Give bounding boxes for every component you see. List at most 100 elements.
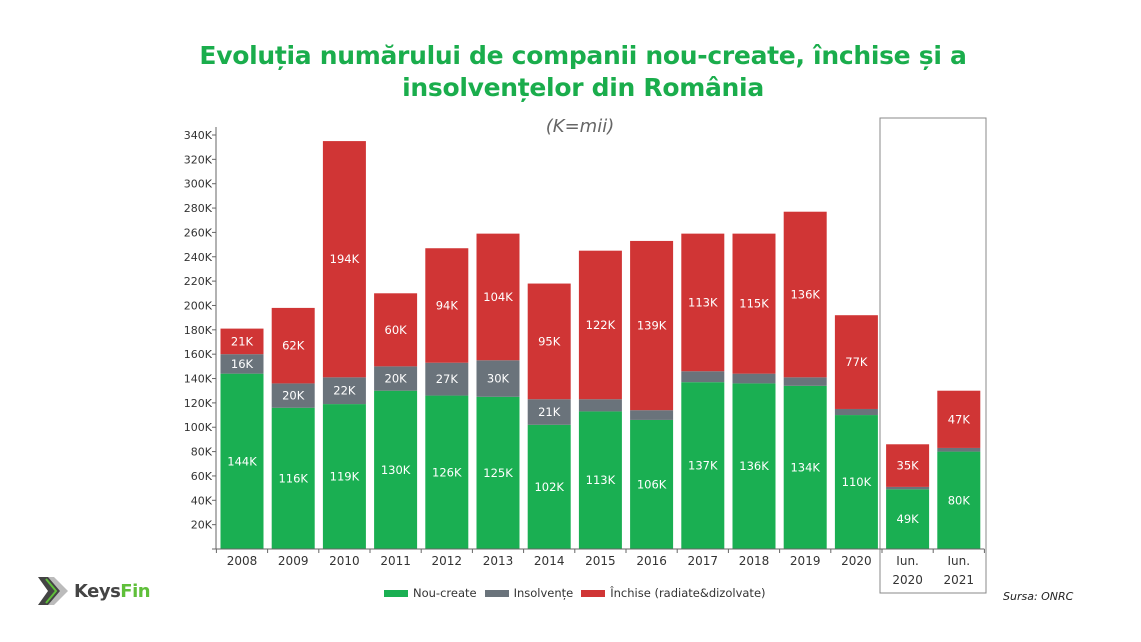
x-tick-label: 2012 — [432, 554, 463, 568]
bar-segment-nou-create[interactable] — [783, 385, 827, 549]
data-label: 21K — [538, 405, 561, 419]
bar-segment-inchise[interactable] — [834, 315, 878, 409]
y-tick-label: 160K — [184, 348, 213, 361]
bar-segment-insolvente[interactable] — [425, 362, 469, 396]
y-tick-label: 220K — [184, 275, 213, 288]
bar-segment-inchise[interactable] — [681, 233, 725, 372]
bar-segment-nou-create[interactable] — [578, 411, 622, 549]
data-label: 62K — [282, 339, 305, 353]
bar-segment-nou-create[interactable] — [374, 390, 418, 549]
y-tick-label: 180K — [184, 324, 213, 337]
data-label: 106K — [637, 477, 667, 491]
bar-segment-nou-create[interactable] — [732, 383, 776, 549]
data-label: 94K — [436, 298, 459, 312]
data-label: 113K — [688, 295, 718, 309]
bar-segment-insolvente[interactable] — [374, 366, 418, 391]
bar-segment-insolvente[interactable] — [476, 360, 520, 397]
y-tick-label: 80K — [191, 446, 213, 459]
data-label: 144K — [227, 454, 257, 468]
data-label: 20K — [385, 372, 408, 386]
legend-item-insolvente[interactable]: Insolvențe — [484, 586, 574, 600]
bar-segment-inchise[interactable] — [578, 250, 622, 400]
bar-segment-insolvente[interactable] — [886, 486, 930, 490]
chart-title: Evoluția numărului de companii nou-creat… — [150, 40, 1016, 104]
data-label: 122K — [586, 318, 616, 332]
bar-segment-insolvente[interactable] — [322, 377, 366, 405]
data-label: 27K — [436, 372, 459, 386]
data-label: 115K — [739, 297, 769, 311]
y-tick-label: 20K — [191, 519, 213, 532]
highlight-box — [879, 117, 987, 594]
bar-segment-insolvente[interactable] — [834, 408, 878, 416]
bar-segment-insolvente[interactable] — [271, 383, 315, 408]
y-tick-label: 120K — [184, 397, 213, 410]
x-tick-label: 2021 — [944, 573, 975, 587]
bar-segment-inchise[interactable] — [527, 283, 571, 400]
bar-segment-inchise[interactable] — [937, 390, 981, 448]
x-tick-label: 2008 — [227, 554, 258, 568]
legend: Nou-create Insolvențe Închise (radiate&d… — [384, 586, 774, 600]
bar-segment-nou-create[interactable] — [630, 419, 674, 549]
bar-segment-inchise[interactable] — [271, 307, 315, 384]
data-label: 134K — [790, 460, 820, 474]
bar-segment-inchise[interactable] — [425, 248, 469, 363]
data-label: 136K — [739, 459, 769, 473]
logo-text-fin: Fin — [120, 580, 151, 602]
legend-item-nou-create[interactable]: Nou-create — [384, 586, 477, 600]
data-label: 30K — [487, 372, 510, 386]
bar-segment-inchise[interactable] — [322, 141, 366, 378]
data-label: 20K — [282, 389, 305, 403]
bar-segment-inchise[interactable] — [732, 233, 776, 374]
keysfin-logo: KeysFin — [38, 576, 151, 606]
bar-segment-nou-create[interactable] — [886, 489, 930, 549]
bar-segment-inchise[interactable] — [220, 328, 264, 355]
legend-label: Nou-create — [413, 586, 477, 600]
bar-segment-inchise[interactable] — [630, 240, 674, 411]
bar-segment-inchise[interactable] — [783, 211, 827, 378]
data-label: 80K — [948, 493, 971, 507]
data-label: 22K — [333, 384, 356, 398]
bar-segment-nou-create[interactable] — [527, 424, 571, 549]
x-tick-label: 2020 — [841, 554, 872, 568]
logo-text-keys: Keys — [74, 580, 121, 602]
bar-segment-nou-create[interactable] — [425, 395, 469, 549]
bar-segment-insolvente[interactable] — [527, 399, 571, 425]
bar-segment-insolvente[interactable] — [937, 447, 981, 452]
bar-segment-nou-create[interactable] — [681, 382, 725, 549]
bar-segment-insolvente[interactable] — [732, 373, 776, 384]
bar-segment-inchise[interactable] — [886, 444, 930, 487]
logo-text: KeysFin — [74, 580, 151, 602]
legend-item-inchise[interactable]: Închise (radiate&dizolvate) — [581, 586, 766, 600]
data-label: 110K — [842, 475, 872, 489]
bar-segment-nou-create[interactable] — [834, 415, 878, 549]
data-label: 139K — [637, 319, 667, 333]
bar-segment-nou-create[interactable] — [322, 404, 366, 549]
bar-segment-nou-create[interactable] — [271, 407, 315, 549]
bar-segment-inchise[interactable] — [476, 233, 520, 361]
x-tick-label: 2016 — [636, 554, 667, 568]
y-tick-label: 60K — [191, 470, 213, 483]
bar-segment-insolvente[interactable] — [783, 377, 827, 386]
y-tick-label: 40K — [191, 494, 213, 507]
bar-segment-inchise[interactable] — [374, 293, 418, 367]
bar-segment-insolvente[interactable] — [578, 399, 622, 412]
bar-segment-nou-create[interactable] — [220, 373, 264, 549]
legend-label: Insolvențe — [513, 586, 574, 600]
data-label: 60K — [385, 323, 408, 337]
y-tick-label: 260K — [184, 226, 213, 239]
bar-segment-nou-create[interactable] — [937, 451, 981, 549]
data-label: 35K — [897, 459, 920, 473]
data-label: 95K — [538, 334, 561, 348]
bar-segment-insolvente[interactable] — [630, 410, 674, 420]
bars-group: 144K 16K 21K 116K 20K 62K 119K 22K 194K 130K 20K 60… — [220, 141, 981, 549]
bar-segment-insolvente[interactable] — [220, 354, 264, 374]
data-label: 21K — [231, 334, 254, 348]
chevron-arrow-icon — [38, 577, 68, 605]
y-tick-label: 240K — [184, 251, 213, 264]
bar-segment-insolvente[interactable] — [681, 371, 725, 383]
data-label: 194K — [330, 252, 360, 266]
x-axis: 2008 2009 2010 2011 2012 2013 2014 2015 2016 2017… — [215, 548, 985, 587]
data-label: 47K — [948, 412, 971, 426]
bar-segment-nou-create[interactable] — [476, 396, 520, 549]
